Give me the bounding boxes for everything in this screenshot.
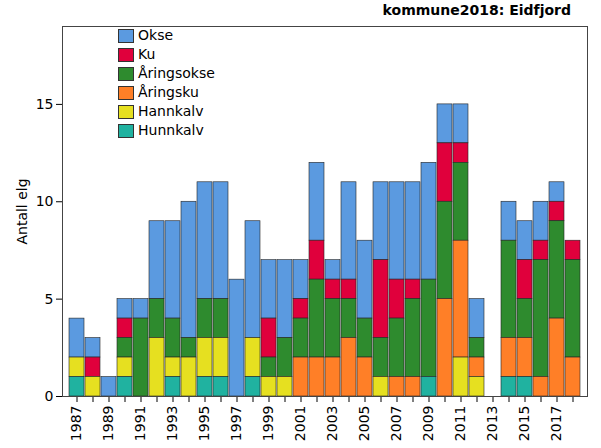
html-text:Åringsokse: Åringsokse — [138, 65, 215, 81]
html-text:kommune2018: Eidfjord: kommune2018: Eidfjord — [382, 2, 571, 18]
html-text:Hannkalv: Hannkalv — [138, 103, 204, 119]
svg-text:1993: 1993 — [164, 406, 180, 442]
svg-text:2003: 2003 — [324, 406, 340, 442]
svg-text:1991: 1991 — [132, 406, 148, 442]
svg-text:10: 10 — [36, 193, 54, 209]
svg-text:2005: 2005 — [356, 406, 372, 442]
svg-text:2001: 2001 — [292, 406, 308, 442]
svg-text:2013: 2013 — [484, 406, 500, 442]
svg-text:2015: 2015 — [516, 406, 532, 442]
html-text:Okse: Okse — [138, 27, 173, 43]
svg-text:2009: 2009 — [420, 406, 436, 442]
svg-text:1997: 1997 — [228, 406, 244, 442]
svg-text:2017: 2017 — [548, 406, 564, 442]
svg-text:1999: 1999 — [260, 406, 276, 442]
svg-text:2011: 2011 — [452, 406, 468, 442]
svg-text:5: 5 — [45, 291, 54, 307]
svg-text:1995: 1995 — [196, 406, 212, 442]
html-text:Ku: Ku — [138, 46, 156, 62]
svg-text:2007: 2007 — [388, 406, 404, 442]
svg-text:1987: 1987 — [68, 406, 84, 442]
svg-text:0: 0 — [45, 388, 54, 404]
svg-text:Antall elg: Antall elg — [14, 178, 30, 244]
svg-text:1989: 1989 — [100, 406, 116, 442]
html-text:Åringsku: Åringsku — [138, 84, 199, 100]
html-text:Hunnkalv: Hunnkalv — [138, 122, 204, 138]
svg-text:15: 15 — [36, 96, 54, 112]
